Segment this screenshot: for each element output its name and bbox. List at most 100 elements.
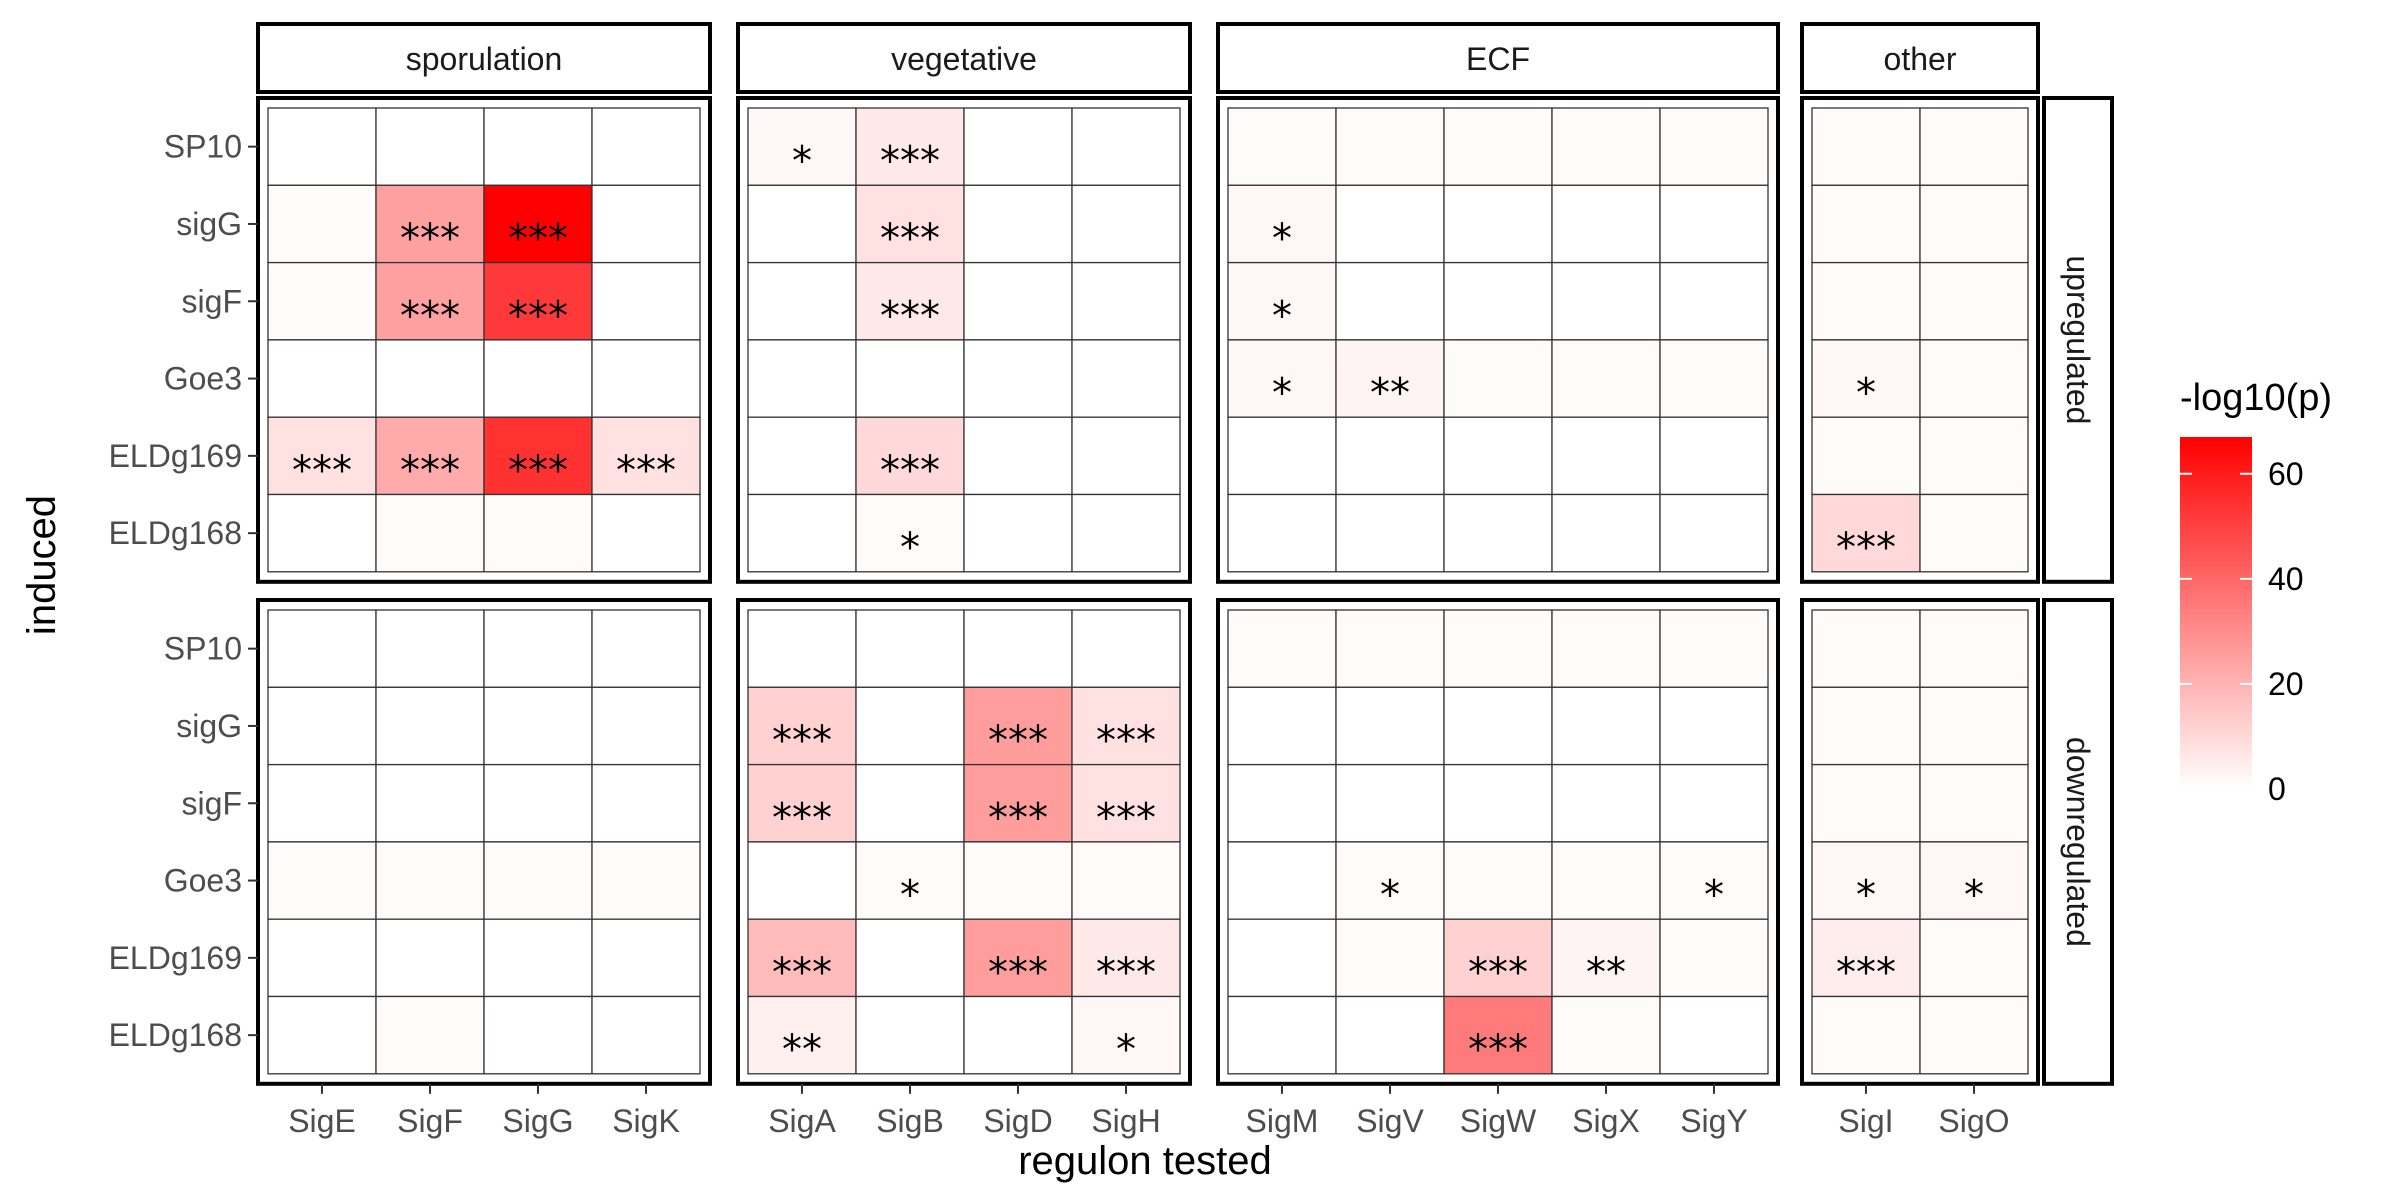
cell-downregulated-sigg-goe3 — [483, 841, 593, 920]
cell-downregulated-sigb-goe3 — [855, 841, 965, 920]
panel-frame — [736, 598, 1192, 1086]
cell-upregulated-siga-sigf — [747, 261, 857, 341]
cell-downregulated-sigk-eldg169 — [591, 918, 701, 998]
cell-upregulated-sige-goe3 — [267, 339, 377, 418]
cell-downregulated-sigx-sigg — [1551, 686, 1661, 766]
cell-upregulated-sigd-goe3 — [963, 339, 1073, 418]
cell-upregulated-sigv-sigg — [1335, 184, 1445, 264]
cell-downregulated-sigh-sp10 — [1071, 609, 1181, 688]
significance-star: *** — [292, 448, 352, 494]
significance-star: * — [1272, 293, 1292, 339]
cell-downregulated-sigy-sigg — [1659, 686, 1769, 766]
cell-upregulated-sigw-eldg168 — [1443, 493, 1553, 573]
strip-label-sporulation: sporulation — [406, 41, 563, 77]
cell-downregulated-sigv-sigf — [1335, 763, 1445, 843]
cell-upregulated-sigo-sigg — [1919, 184, 2029, 264]
significance-star: *** — [400, 293, 460, 339]
cell-upregulated-sigf-eldg168 — [375, 493, 485, 573]
cell-upregulated-siga-eldg169 — [747, 416, 857, 496]
x-axis-title: regulon tested — [1018, 1139, 1272, 1183]
cell-downregulated-sige-eldg168 — [267, 995, 377, 1075]
cell-upregulated-sigm-eldg168 — [1227, 493, 1337, 573]
x-tick-sigw: SigW — [1460, 1103, 1537, 1139]
cell-upregulated-sigf-sigf — [375, 261, 485, 341]
cell-downregulated-sigv-sp10 — [1335, 609, 1445, 688]
significance-star: * — [1856, 873, 1876, 919]
cell-upregulated-sigf-sigg — [375, 184, 485, 264]
significance-star: * — [1116, 1027, 1136, 1073]
cell-upregulated-sigh-sigg — [1071, 184, 1181, 264]
significance-star: *** — [772, 718, 832, 764]
cell-upregulated-sigy-eldg169 — [1659, 416, 1769, 496]
cell-upregulated-sigd-eldg169 — [963, 416, 1073, 496]
cell-downregulated-sigo-eldg168 — [1919, 995, 2029, 1075]
significance-star: * — [1272, 371, 1292, 417]
cell-downregulated-sigm-sigg — [1227, 686, 1337, 766]
cell-upregulated-sigk-sp10 — [591, 107, 701, 186]
cell-downregulated-sigx-eldg169 — [1551, 918, 1661, 998]
cell-upregulated-sigh-sp10 — [1071, 107, 1181, 186]
significance-star: *** — [988, 718, 1048, 764]
legend-tick-label: 20 — [2268, 666, 2304, 702]
cell-upregulated-sigi-goe3 — [1811, 339, 1921, 418]
x-tick-sigi: SigI — [1838, 1103, 1893, 1139]
cell-downregulated-sigf-goe3 — [375, 841, 485, 920]
cell-upregulated-sigi-eldg168 — [1811, 493, 1921, 573]
cell-upregulated-sigy-sp10 — [1659, 107, 1769, 186]
cell-downregulated-sigd-goe3 — [963, 841, 1073, 920]
cell-upregulated-siga-sp10 — [747, 107, 857, 186]
cell-upregulated-sigf-goe3 — [375, 339, 485, 418]
cell-downregulated-siga-eldg169 — [747, 918, 857, 998]
cell-downregulated-sigb-sigf — [855, 763, 965, 843]
cell-downregulated-sigx-sp10 — [1551, 609, 1661, 688]
panel-frame — [1800, 598, 2040, 1086]
y-tick-goe3: Goe3 — [164, 863, 242, 899]
y-tick-sigg: sigG — [176, 206, 242, 242]
cell-downregulated-sigh-eldg168 — [1071, 995, 1181, 1075]
panel-frame — [256, 598, 712, 1086]
panel-frame — [1216, 96, 1780, 584]
significance-star: *** — [1096, 718, 1156, 764]
cell-downregulated-siga-eldg168 — [747, 995, 857, 1075]
cell-downregulated-sigi-eldg169 — [1811, 918, 1921, 998]
heatmap-cells — [267, 107, 2029, 1075]
cell-downregulated-sigw-goe3 — [1443, 841, 1553, 920]
cell-downregulated-sigv-eldg169 — [1335, 918, 1445, 998]
cell-downregulated-sigi-sigf — [1811, 763, 1921, 843]
strip-downregulated — [2042, 598, 2114, 1086]
significance-star: ** — [1370, 371, 1410, 417]
y-tick-sp10: SP10 — [164, 631, 242, 667]
significance-star: * — [1856, 371, 1876, 417]
panel-frame — [1800, 96, 2040, 584]
cell-downregulated-sigm-goe3 — [1227, 841, 1337, 920]
panel-frame — [736, 96, 1192, 584]
cell-downregulated-sigw-sigf — [1443, 763, 1553, 843]
cell-upregulated-sigw-eldg169 — [1443, 416, 1553, 496]
significance-star: *** — [1468, 950, 1528, 996]
cell-upregulated-sige-sigf — [267, 261, 377, 341]
x-tick-sigv: SigV — [1356, 1103, 1424, 1139]
x-tick-sige: SigE — [288, 1103, 356, 1139]
cell-upregulated-sigy-goe3 — [1659, 339, 1769, 418]
cell-downregulated-sigb-eldg168 — [855, 995, 965, 1075]
cell-downregulated-sigx-sigf — [1551, 763, 1661, 843]
y-tick-sigf: sigF — [182, 785, 242, 821]
cell-upregulated-sigy-sigg — [1659, 184, 1769, 264]
cell-downregulated-sigh-goe3 — [1071, 841, 1181, 920]
x-tick-siga: SigA — [768, 1103, 836, 1139]
cell-upregulated-sigo-sp10 — [1919, 107, 2029, 186]
cell-downregulated-sigy-sp10 — [1659, 609, 1769, 688]
cell-upregulated-sigm-goe3 — [1227, 339, 1337, 418]
cell-upregulated-sigb-eldg169 — [855, 416, 965, 496]
significance-star: *** — [988, 795, 1048, 841]
cell-downregulated-sige-sigg — [267, 686, 377, 766]
cell-upregulated-sigy-eldg168 — [1659, 493, 1769, 573]
cell-downregulated-sigb-sp10 — [855, 609, 965, 688]
cell-downregulated-sigm-sp10 — [1227, 609, 1337, 688]
x-tick-sigx: SigX — [1572, 1103, 1640, 1139]
cell-downregulated-sigx-eldg168 — [1551, 995, 1661, 1075]
cell-upregulated-sigi-sigg — [1811, 184, 1921, 264]
cell-downregulated-sigi-eldg168 — [1811, 995, 1921, 1075]
cell-downregulated-sigw-sigg — [1443, 686, 1553, 766]
